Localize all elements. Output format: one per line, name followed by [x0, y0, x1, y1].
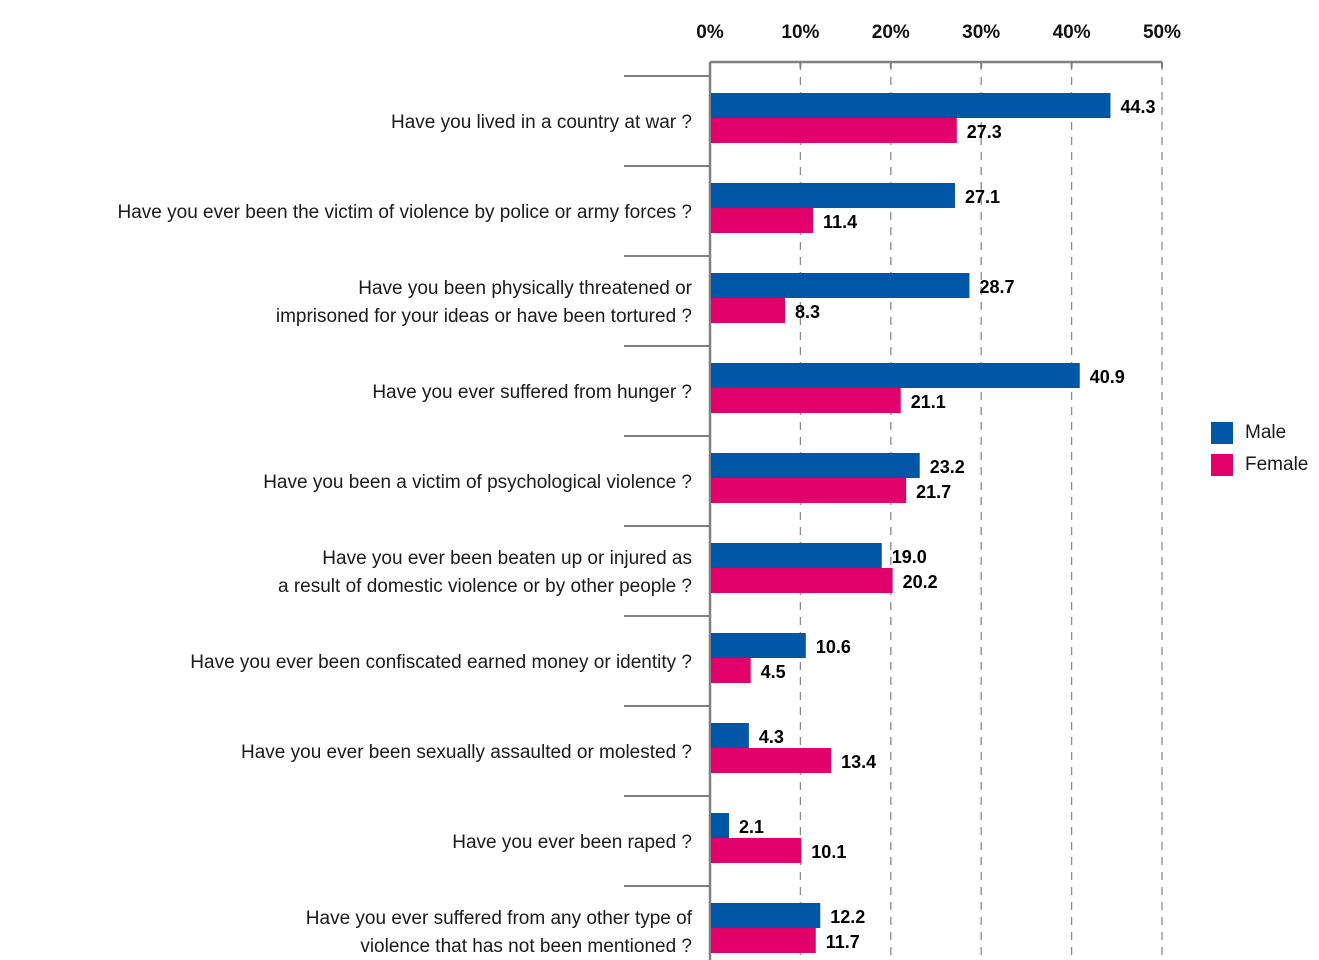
data-label-male: 27.1: [965, 187, 1000, 207]
bar-female: [711, 208, 814, 233]
bar-male: [711, 813, 729, 838]
bar-male: [711, 273, 970, 298]
bar-female: [711, 928, 816, 953]
bar-female: [711, 298, 786, 323]
data-label-female: 21.7: [916, 482, 951, 502]
legend-swatch-male: [1211, 422, 1233, 444]
x-tick-label: 10%: [781, 22, 819, 43]
bar-male: [711, 543, 882, 568]
legend: Male Female: [1211, 420, 1308, 484]
category-label: Have you ever been sexually assaulted or…: [241, 742, 692, 763]
data-label-female: 10.1: [811, 842, 846, 862]
bar-female: [711, 478, 907, 503]
data-label-male: 40.9: [1090, 367, 1125, 387]
data-label-male: 2.1: [739, 817, 764, 837]
legend-label-female: Female: [1245, 454, 1309, 475]
bar-female: [711, 838, 802, 863]
data-label-female: 11.4: [823, 212, 857, 232]
data-label-male: 12.2: [830, 907, 865, 927]
bar-male: [711, 93, 1111, 118]
legend-item-male: Male: [1211, 420, 1308, 446]
category-label: Have you ever been the victim of violenc…: [118, 202, 693, 223]
data-label-male: 4.3: [759, 727, 784, 747]
bar-male: [711, 723, 749, 748]
bar-male: [711, 453, 920, 478]
bar-female: [711, 748, 832, 773]
bar-male: [711, 903, 821, 928]
category-label: Have you ever been confiscated earned mo…: [190, 652, 692, 673]
x-tick-label: 0%: [696, 22, 724, 43]
bar-female: [711, 658, 751, 683]
legend-swatch-female: [1211, 454, 1233, 476]
category-label: Have you ever suffered from hunger ?: [372, 382, 692, 403]
category-label: Have you been physically threatened or: [358, 278, 692, 299]
x-tick-label: 20%: [872, 22, 910, 43]
data-label-female: 11.7: [826, 932, 860, 952]
category-label: Have you lived in a country at war ?: [391, 112, 692, 133]
legend-label-male: Male: [1245, 422, 1287, 443]
data-label-male: 23.2: [930, 457, 965, 477]
category-label: Have you ever suffered from any other ty…: [306, 908, 693, 929]
data-label-male: 44.3: [1120, 97, 1155, 117]
category-label: Have you ever been raped ?: [452, 832, 692, 853]
bar-male: [711, 183, 955, 208]
data-label-female: 4.5: [761, 662, 786, 682]
bar-female: [711, 568, 893, 593]
bar-male: [711, 633, 806, 658]
data-label-female: 27.3: [967, 122, 1002, 142]
x-tick-label: 50%: [1143, 22, 1181, 43]
bar-male: [711, 363, 1080, 388]
data-label-female: 13.4: [841, 752, 876, 772]
category-label: a result of domestic violence or by othe…: [278, 576, 692, 597]
data-label-female: 20.2: [903, 572, 938, 592]
bar-female: [711, 388, 901, 413]
category-label: imprisoned for your ideas or have been t…: [276, 306, 692, 327]
data-label-male: 19.0: [892, 547, 927, 567]
data-label-female: 21.1: [911, 392, 946, 412]
x-tick-label: 30%: [962, 22, 1000, 43]
legend-item-female: Female: [1211, 452, 1308, 478]
category-label: violence that has not been mentioned ?: [360, 936, 692, 957]
x-tick-label: 40%: [1053, 22, 1091, 43]
category-label: Have you been a victim of psychological …: [263, 472, 692, 493]
category-label: Have you ever been beaten up or injured …: [322, 548, 692, 569]
data-label-female: 8.3: [795, 302, 820, 322]
data-label-male: 28.7: [979, 277, 1014, 297]
bar-female: [711, 118, 957, 143]
data-label-male: 10.6: [816, 637, 851, 657]
